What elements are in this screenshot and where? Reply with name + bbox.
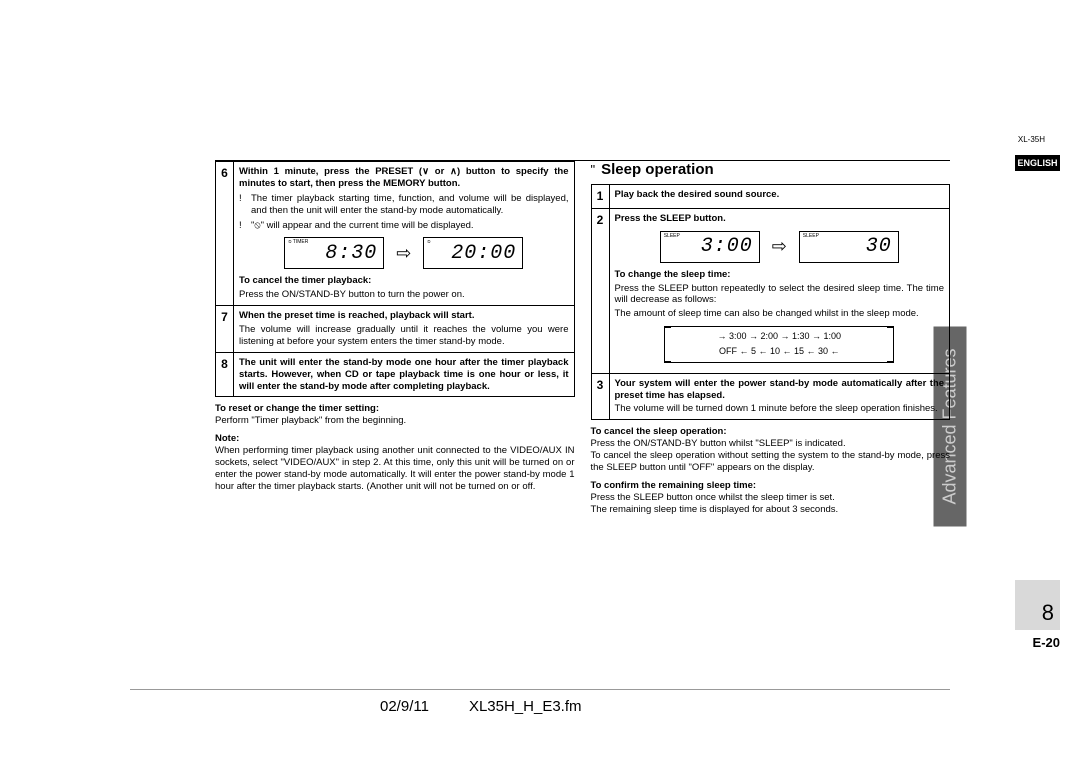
flow-line: OFF ← 5 ← 10 ← 15 ← 30 ← bbox=[674, 346, 884, 357]
step2-bold: Press the SLEEP button. bbox=[615, 213, 945, 225]
step-num: 7 bbox=[216, 306, 234, 353]
cancel-sleep-text: Press the ON/STAND-BY button whilst "SLE… bbox=[591, 438, 951, 474]
bullet-mark: ! bbox=[239, 220, 251, 232]
lcd-display: ⦸ TIMER 8:30 bbox=[284, 237, 384, 269]
arrow-icon: ⇨ bbox=[772, 235, 787, 258]
lcd-corner: SLEEP bbox=[803, 234, 819, 240]
bullet-text: "⦸" will appear and the current time wil… bbox=[251, 220, 569, 232]
page-code: E-20 bbox=[1015, 635, 1060, 650]
lcd-row: SLEEP 3:00 ⇨ SLEEP 30 bbox=[615, 231, 945, 263]
cancel-sleep-title: To cancel the sleep operation: bbox=[591, 426, 951, 438]
table-row: 6 Within 1 minute, press the PRESET (∨ o… bbox=[216, 162, 575, 306]
step-num: 3 bbox=[591, 373, 609, 420]
model-code: XL-35H bbox=[1018, 135, 1045, 144]
lcd-display: SLEEP 3:00 bbox=[660, 231, 760, 263]
lcd-corner: ⦸ TIMER bbox=[288, 240, 308, 246]
sleep-time-flow: → 3:00 → 2:00 → 1:30 → 1:00 OFF ← 5 ← 10… bbox=[664, 326, 894, 363]
flow-text: OFF ← 5 ← 10 ← 15 ← 30 bbox=[719, 346, 828, 356]
step-body: The unit will enter the stand-by mode on… bbox=[234, 352, 575, 397]
cancel-title: To cancel the timer playback: bbox=[239, 275, 569, 287]
step3-bold: Your system will enter the power stand-b… bbox=[615, 378, 945, 402]
manual-page: XL-35H ENGLISH Advanced Features 8 E-20 … bbox=[130, 20, 950, 740]
note-text: When performing timer playback using ano… bbox=[215, 445, 575, 493]
lcd-value: 30 bbox=[866, 234, 892, 259]
table-row: 7 When the preset time is reached, playb… bbox=[216, 306, 575, 353]
step7-text: The volume will increase gradually until… bbox=[239, 324, 569, 348]
change-text2: The amount of sleep time can also be cha… bbox=[615, 308, 945, 320]
step-body: Your system will enter the power stand-b… bbox=[609, 373, 950, 420]
cancel-text: Press the ON/STAND-BY button to turn the… bbox=[239, 289, 569, 301]
step-body: When the preset time is reached, playbac… bbox=[234, 306, 575, 353]
left-column: 6 Within 1 minute, press the PRESET (∨ o… bbox=[215, 161, 583, 515]
change-title: To change the sleep time: bbox=[615, 269, 945, 281]
lcd-row: ⦸ TIMER 8:30 ⇨ ⦸ 20:00 bbox=[239, 237, 569, 269]
lcd-value: 20:00 bbox=[451, 241, 516, 266]
lcd-value: 8:30 bbox=[325, 241, 377, 266]
lcd-corner: SLEEP bbox=[664, 234, 680, 240]
confirm-title: To confirm the remaining sleep time: bbox=[591, 480, 951, 492]
page-index-box: 8 bbox=[1015, 580, 1060, 630]
table-row: 8 The unit will enter the stand-by mode … bbox=[216, 352, 575, 397]
lcd-display: ⦸ 20:00 bbox=[423, 237, 523, 269]
footer-date: 02/9/11 bbox=[380, 698, 429, 715]
bullet-mark: ! bbox=[239, 193, 251, 205]
side-bar: ENGLISH bbox=[1015, 155, 1060, 171]
change-text1: Press the SLEEP button repeatedly to sel… bbox=[615, 283, 945, 307]
bullet-text: The timer playback starting time, functi… bbox=[251, 193, 569, 217]
step6-bold: Within 1 minute, press the PRESET (∨ or … bbox=[239, 166, 569, 190]
content: 6 Within 1 minute, press the PRESET (∨ o… bbox=[215, 160, 950, 515]
right-steps-table: 1 Play back the desired sound source. 2 … bbox=[591, 184, 951, 421]
table-row: 3 Your system will enter the power stand… bbox=[591, 373, 950, 420]
footer-file: XL35H_H_E3.fm bbox=[469, 698, 582, 715]
step-num: 6 bbox=[216, 162, 234, 306]
lcd-value: 3:00 bbox=[701, 234, 753, 259]
language-label: ENGLISH bbox=[1015, 155, 1060, 171]
bullet: ! The timer playback starting time, func… bbox=[239, 193, 569, 217]
step3-text: The volume will be turned down 1 minute … bbox=[615, 403, 945, 415]
step8-bold: The unit will enter the stand-by mode on… bbox=[239, 357, 569, 393]
heading-mark: " bbox=[591, 162, 596, 178]
reset-title: To reset or change the timer setting: bbox=[215, 403, 575, 415]
confirm-text: Press the SLEEP button once whilst the s… bbox=[591, 492, 951, 516]
step1-bold: Play back the desired sound source. bbox=[609, 184, 950, 208]
flow-arrow-icon: ← bbox=[828, 346, 840, 356]
footer: 02/9/11 XL35H_H_E3.fm bbox=[130, 689, 950, 715]
table-row: 1 Play back the desired sound source. bbox=[591, 184, 950, 208]
flow-arrow-icon: → bbox=[717, 331, 729, 341]
left-steps-table: 6 Within 1 minute, press the PRESET (∨ o… bbox=[215, 161, 575, 397]
step7-bold: When the preset time is reached, playbac… bbox=[239, 310, 569, 322]
table-row: 2 Press the SLEEP button. SLEEP 3:00 ⇨ S… bbox=[591, 208, 950, 373]
bullet: ! "⦸" will appear and the current time w… bbox=[239, 220, 569, 232]
flow-text: 3:00 → 2:00 → 1:30 → 1:00 bbox=[729, 331, 841, 341]
note-title: Note: bbox=[215, 433, 575, 445]
step-num: 1 bbox=[591, 184, 609, 208]
right-column: " Sleep operation 1 Play back the desire… bbox=[583, 161, 951, 515]
flow-line: → 3:00 → 2:00 → 1:30 → 1:00 bbox=[674, 331, 884, 342]
arrow-icon: ⇨ bbox=[396, 242, 411, 265]
step-body: Press the SLEEP button. SLEEP 3:00 ⇨ SLE… bbox=[609, 208, 950, 373]
lcd-corner: ⦸ bbox=[427, 240, 430, 246]
lcd-display: SLEEP 30 bbox=[799, 231, 899, 263]
reset-text: Perform "Timer playback" from the beginn… bbox=[215, 415, 575, 427]
step-body: Within 1 minute, press the PRESET (∨ or … bbox=[234, 162, 575, 306]
step-num: 8 bbox=[216, 352, 234, 397]
page-index: 8 bbox=[1042, 600, 1054, 626]
step-num: 2 bbox=[591, 208, 609, 373]
sleep-heading: Sleep operation bbox=[601, 161, 714, 180]
